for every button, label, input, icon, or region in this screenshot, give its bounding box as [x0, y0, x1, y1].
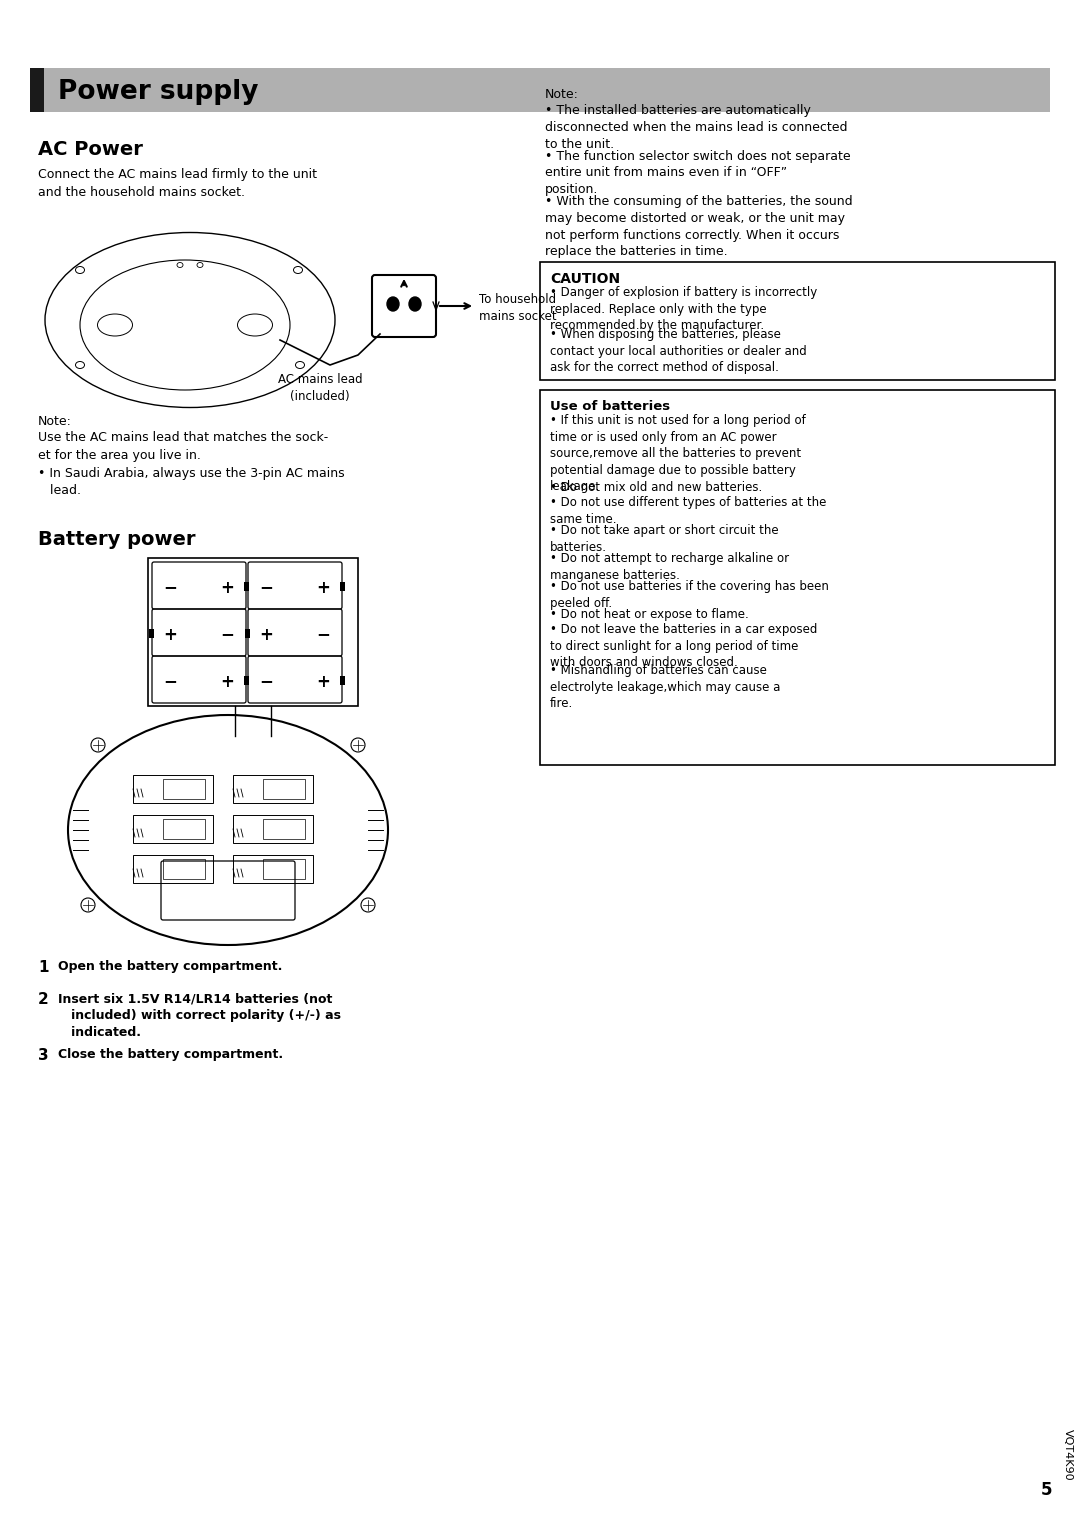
Text: +: + — [220, 578, 234, 597]
Text: AC Power: AC Power — [38, 140, 143, 159]
Bar — [264, 819, 305, 839]
Text: Use of batteries: Use of batteries — [550, 400, 670, 414]
Bar — [163, 819, 205, 839]
Bar — [540, 391, 1055, 765]
Text: • The function selector switch does not separate
entire unit from mains even if : • The function selector switch does not … — [545, 150, 851, 197]
Ellipse shape — [387, 298, 399, 311]
Text: To household
mains socket: To household mains socket — [480, 293, 556, 324]
Text: Use the AC mains lead that matches the sock-
et for the area you live in.: Use the AC mains lead that matches the s… — [38, 430, 328, 462]
Text: +: + — [163, 626, 177, 644]
Text: • With the consuming of the batteries, the sound
may become distorted or weak, o: • With the consuming of the batteries, t… — [545, 195, 852, 258]
Text: CAUTION: CAUTION — [550, 272, 620, 285]
Text: Insert six 1.5V R14/LR14 batteries (not
   included) with correct polarity (+/-): Insert six 1.5V R14/LR14 batteries (not … — [58, 992, 341, 1039]
Text: VQT4K90: VQT4K90 — [1063, 1430, 1074, 1480]
Text: • Do not leave the batteries in a car exposed
to direct sunlight for a long peri: • Do not leave the batteries in a car ex… — [550, 623, 818, 668]
Text: −: − — [259, 673, 273, 690]
Text: −: − — [163, 578, 177, 597]
Text: • If this unit is not used for a long period of
time or is used only from an AC : • If this unit is not used for a long pe… — [550, 414, 806, 493]
Bar — [233, 775, 313, 803]
Text: 3: 3 — [38, 1048, 49, 1064]
Text: AC mains lead
(included): AC mains lead (included) — [278, 372, 362, 403]
Text: • Do not heat or expose to flame.: • Do not heat or expose to flame. — [550, 607, 748, 621]
Text: • Do not mix old and new batteries.: • Do not mix old and new batteries. — [550, 481, 762, 494]
Text: +: + — [259, 626, 273, 644]
Text: • When disposing the batteries, please
contact your local authorities or dealer : • When disposing the batteries, please c… — [550, 328, 807, 374]
Text: −: − — [220, 626, 234, 644]
Text: 2: 2 — [38, 992, 49, 1007]
Text: • The installed batteries are automatically
disconnected when the mains lead is : • The installed batteries are automatica… — [545, 104, 848, 151]
Bar — [264, 859, 305, 879]
Bar — [244, 581, 249, 591]
Text: Open the battery compartment.: Open the battery compartment. — [58, 960, 282, 974]
Bar — [133, 855, 213, 884]
Text: Note:: Note: — [38, 415, 72, 427]
Text: +: + — [220, 673, 234, 690]
Text: −: − — [259, 578, 273, 597]
Bar — [163, 778, 205, 800]
Bar — [540, 262, 1055, 380]
Text: Note:: Note: — [545, 89, 579, 101]
Text: • Mishandling of batteries can cause
electrolyte leakage,which may cause a
fire.: • Mishandling of batteries can cause ele… — [550, 664, 781, 710]
Ellipse shape — [409, 298, 421, 311]
Bar — [163, 859, 205, 879]
Bar — [133, 775, 213, 803]
Text: • Do not use different types of batteries at the
same time.: • Do not use different types of batterie… — [550, 496, 826, 525]
Text: Power supply: Power supply — [58, 79, 258, 105]
Text: +: + — [316, 578, 330, 597]
Text: +: + — [316, 673, 330, 690]
Text: Connect the AC mains lead firmly to the unit
and the household mains socket.: Connect the AC mains lead firmly to the … — [38, 168, 318, 198]
Text: • Do not take apart or short circuit the
batteries.: • Do not take apart or short circuit the… — [550, 523, 779, 554]
Text: Battery power: Battery power — [38, 530, 195, 549]
Text: 5: 5 — [1040, 1482, 1052, 1499]
Text: −: − — [163, 673, 177, 690]
Bar — [133, 815, 213, 842]
Text: • Do not use batteries if the covering has been
peeled off.: • Do not use batteries if the covering h… — [550, 580, 828, 609]
Text: 1: 1 — [38, 960, 49, 975]
Bar — [340, 581, 345, 591]
Bar — [30, 69, 44, 111]
Text: • In Saudi Arabia, always use the 3-pin AC mains
   lead.: • In Saudi Arabia, always use the 3-pin … — [38, 467, 345, 497]
Bar — [233, 815, 313, 842]
Bar — [340, 676, 345, 685]
Bar — [264, 778, 305, 800]
Text: Close the battery compartment.: Close the battery compartment. — [58, 1048, 283, 1061]
Bar — [30, 69, 1050, 111]
Bar — [148, 559, 357, 707]
Bar — [245, 629, 249, 638]
Bar — [149, 629, 154, 638]
Bar — [233, 855, 313, 884]
Text: • Danger of explosion if battery is incorrectly
replaced. Replace only with the : • Danger of explosion if battery is inco… — [550, 285, 818, 333]
Bar — [244, 676, 249, 685]
Text: • Do not attempt to recharge alkaline or
manganese batteries.: • Do not attempt to recharge alkaline or… — [550, 552, 789, 581]
Text: −: − — [316, 626, 330, 644]
